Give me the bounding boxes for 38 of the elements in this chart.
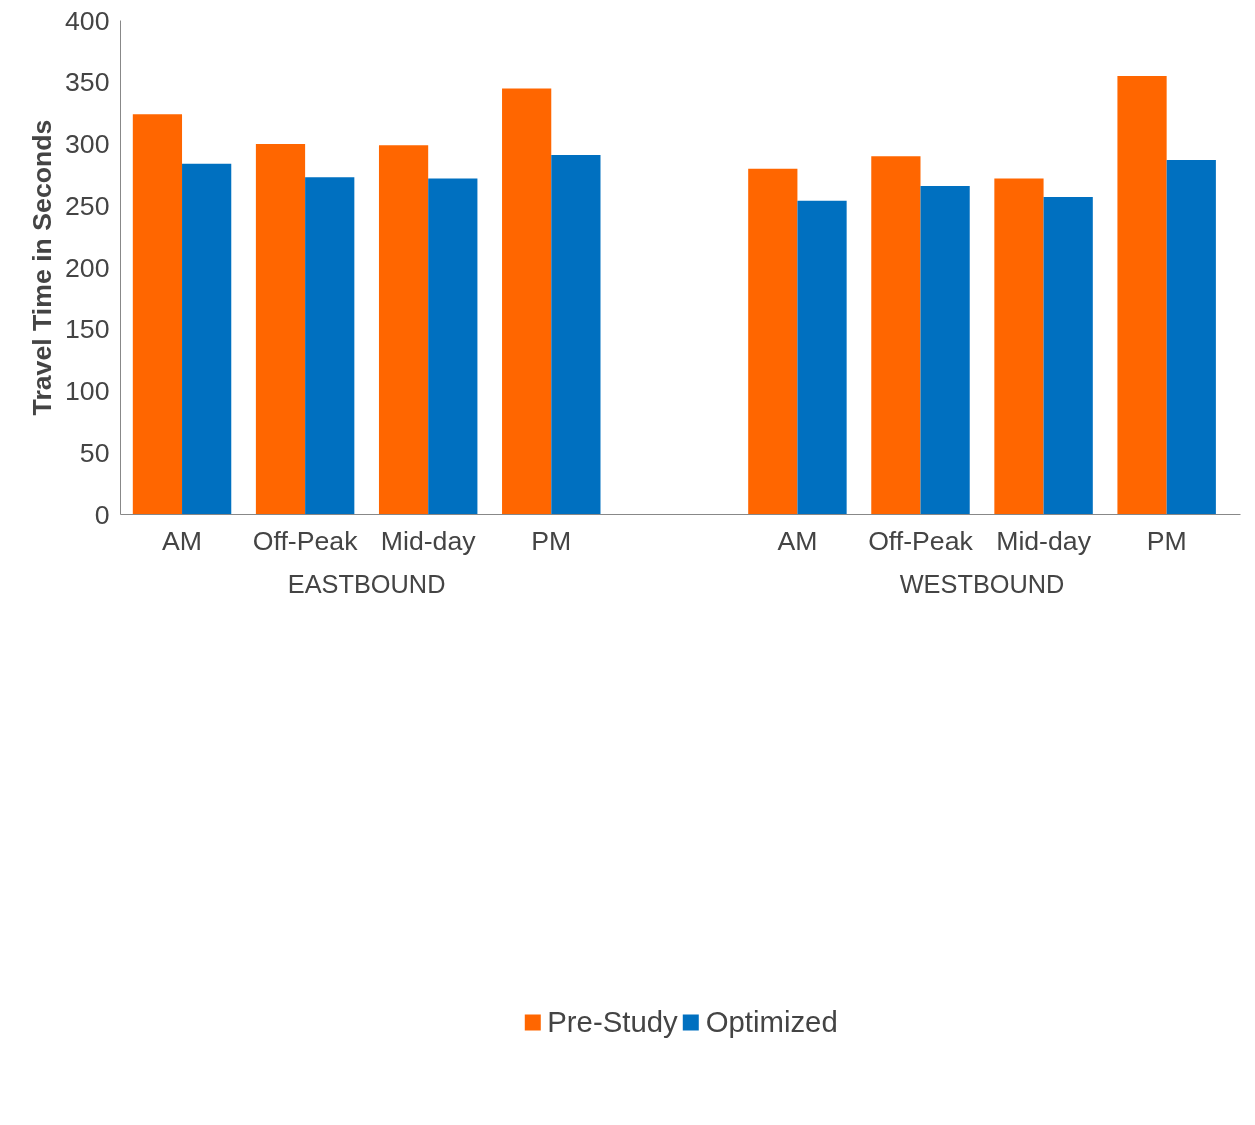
text: WESTBOUND: [899, 569, 1065, 598]
y-tick-label: 50: [79, 437, 110, 468]
bar: [871, 156, 921, 515]
y-tick-label: 150: [65, 314, 110, 345]
bar: [305, 177, 355, 515]
bar: [182, 163, 232, 515]
x-tick-label: AM: [162, 525, 203, 556]
y-axis-title: Travel Time in Seconds: [27, 119, 58, 416]
x-tick-label: Off-Peak: [868, 525, 974, 556]
y-tick-label: 200: [65, 252, 110, 283]
x-tick-label: Mid-day: [380, 525, 477, 556]
bar: [502, 88, 552, 515]
x-tick-label: Mid-day: [996, 525, 1092, 556]
bar: [1043, 197, 1093, 515]
x-tick-label: Off-Peak: [252, 525, 359, 556]
x-tick-label: AM: [777, 525, 818, 556]
y-tick-label: 400: [65, 5, 110, 36]
legend-label: Pre-Study: [547, 1005, 678, 1039]
x-tick-label: PM: [531, 525, 572, 556]
bar: [1166, 160, 1216, 515]
x-tick-label: PM: [1146, 525, 1187, 556]
y-tick-label: 350: [65, 67, 110, 98]
text: EASTBOUND: [287, 569, 446, 598]
bar: [797, 200, 847, 515]
y-tick-label: 300: [65, 129, 110, 159]
bar: [748, 168, 798, 515]
y-tick-label: 250: [65, 190, 110, 221]
bar: [994, 178, 1044, 515]
bar: [255, 144, 306, 515]
bar: [428, 178, 478, 515]
bar: [1117, 76, 1167, 515]
y-tick-label: 100: [65, 376, 110, 406]
bar: [920, 185, 970, 515]
bar: [132, 114, 183, 515]
bar: [378, 145, 429, 515]
y-tick-label: 0: [94, 499, 110, 530]
legend-label: Optimized: [705, 1005, 838, 1039]
bar: [551, 155, 601, 515]
